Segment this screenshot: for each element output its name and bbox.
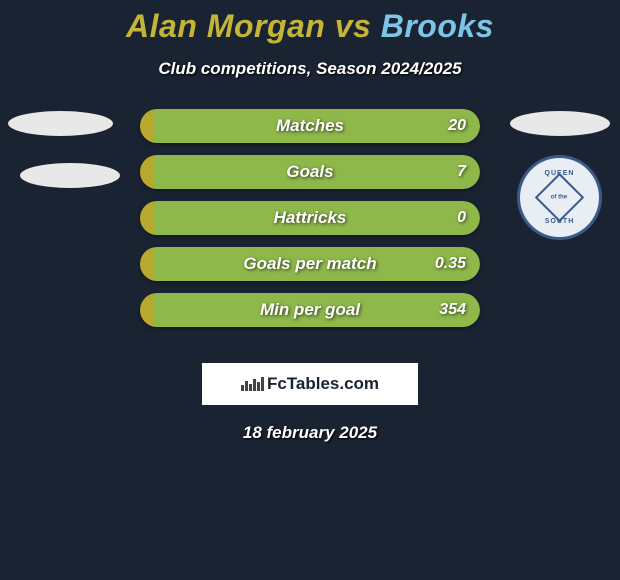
stat-row: Goals per match 0.35 bbox=[140, 247, 480, 281]
stat-bar-left bbox=[140, 293, 154, 327]
stat-row: Goals 7 bbox=[140, 155, 480, 189]
player1-name: Alan Morgan bbox=[126, 8, 325, 44]
icon-bar bbox=[253, 379, 256, 391]
stat-value-right: 20 bbox=[448, 117, 466, 135]
icon-bar bbox=[249, 384, 252, 391]
crest-mid-text: of the bbox=[551, 195, 567, 201]
stats-area: QUEEN of the SOUTH Matches 20 Goals 7 Hattri… bbox=[0, 109, 620, 349]
left-team-crest-1 bbox=[8, 111, 113, 136]
icon-bar bbox=[257, 382, 260, 391]
vs-text: vs bbox=[335, 8, 372, 44]
right-placeholder-crest bbox=[510, 111, 610, 136]
stat-value-right: 354 bbox=[439, 301, 466, 319]
subtitle: Club competitions, Season 2024/2025 bbox=[0, 59, 620, 79]
crest-diamond-icon: of the bbox=[535, 173, 584, 222]
stat-bar-left bbox=[140, 109, 154, 143]
stat-label: Min per goal bbox=[260, 300, 360, 320]
page-title: Alan Morgan vs Brooks bbox=[0, 0, 620, 45]
stat-row: Matches 20 bbox=[140, 109, 480, 143]
stat-value-right: 0 bbox=[457, 209, 466, 227]
fctables-label: FcTables.com bbox=[267, 374, 379, 394]
stat-label: Goals per match bbox=[243, 254, 376, 274]
stat-bar-left bbox=[140, 155, 154, 189]
stat-bar-left bbox=[140, 201, 154, 235]
right-team-crest: QUEEN of the SOUTH bbox=[517, 155, 602, 240]
stat-value-right: 7 bbox=[457, 163, 466, 181]
stat-label: Goals bbox=[286, 162, 333, 182]
stat-row: Min per goal 354 bbox=[140, 293, 480, 327]
stat-bar-left bbox=[140, 247, 154, 281]
icon-bar bbox=[241, 385, 244, 391]
fctables-badge: FcTables.com bbox=[202, 363, 418, 405]
stat-label: Hattricks bbox=[274, 208, 347, 228]
stat-row: Hattricks 0 bbox=[140, 201, 480, 235]
icon-bar bbox=[261, 377, 264, 391]
date-text: 18 february 2025 bbox=[0, 423, 620, 443]
icon-bar bbox=[245, 381, 248, 391]
stat-label: Matches bbox=[276, 116, 344, 136]
stat-value-right: 0.35 bbox=[435, 255, 466, 273]
player2-name: Brooks bbox=[381, 8, 494, 44]
left-team-crest-2 bbox=[20, 163, 120, 188]
bar-chart-icon bbox=[241, 377, 264, 391]
